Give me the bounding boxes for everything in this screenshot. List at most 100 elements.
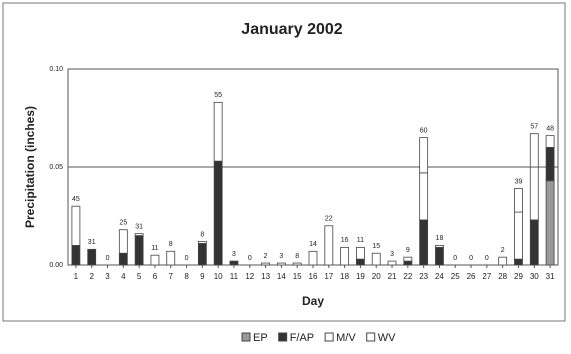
- x-tick-label: 6: [153, 272, 158, 281]
- bar-segment: [545, 146, 555, 182]
- x-tick-label: 30: [530, 272, 539, 281]
- bar-label: 14: [309, 241, 317, 248]
- bar-label: 2: [264, 253, 268, 260]
- x-tick-label: 12: [245, 272, 254, 281]
- bar-segment: [134, 233, 144, 236]
- x-tick-label: 8: [184, 272, 189, 281]
- bar-segment: [150, 254, 160, 266]
- x-tick-label: 23: [419, 272, 428, 281]
- bar-segment: [276, 262, 286, 266]
- bar-label: 0: [485, 255, 489, 262]
- bar-segment: [419, 172, 429, 221]
- x-tick-label: 20: [372, 272, 381, 281]
- bar-label: 57: [530, 124, 538, 131]
- legend-swatch: [278, 332, 288, 342]
- bar-label: 3: [232, 251, 236, 258]
- bar-segment: [340, 246, 350, 266]
- bar-label: 31: [135, 223, 143, 230]
- bar-segment: [324, 225, 334, 266]
- y-tick-label: 0.00: [49, 262, 63, 269]
- x-tick-label: 5: [137, 272, 142, 281]
- bar-segment: [387, 260, 397, 266]
- legend-swatch: [241, 332, 251, 342]
- bar-segment: [292, 262, 302, 266]
- bar-label: 0: [453, 255, 457, 262]
- bar-segment: [356, 246, 365, 260]
- x-tick-label: 16: [309, 272, 318, 281]
- x-tick-label: 21: [388, 272, 397, 281]
- x-tick-label: 17: [324, 272, 333, 281]
- bar-segment: [545, 135, 555, 148]
- bar-label: 3: [390, 251, 394, 258]
- bar-segment: [514, 188, 523, 213]
- bar-segment: [87, 248, 97, 266]
- bar-segment: [261, 262, 270, 266]
- y-axis-label: Precipitation (inches): [23, 106, 37, 228]
- bar-segment: [419, 219, 429, 266]
- x-tick-label: 31: [546, 272, 555, 281]
- bar-label: 31: [88, 239, 96, 246]
- x-tick-label: 25: [451, 272, 460, 281]
- bar-segment: [229, 260, 239, 266]
- bar-label: 25: [119, 220, 127, 227]
- bar-label: 18: [436, 235, 444, 242]
- bar-segment: [118, 252, 128, 266]
- bar-segment: [435, 244, 444, 248]
- bar-label: 0: [469, 255, 473, 262]
- bar-label: 9: [406, 247, 410, 254]
- bar-label: 0: [106, 255, 110, 262]
- legend-label: M/V: [336, 332, 356, 344]
- bar-segment: [529, 166, 539, 221]
- legend-swatch: [366, 332, 376, 342]
- bar-label: 8: [295, 253, 299, 260]
- bar-segment: [71, 244, 81, 266]
- bar-segment: [213, 160, 223, 266]
- bar-segment: [545, 180, 555, 266]
- x-axis-label: Day: [302, 294, 324, 308]
- bar-label: 45: [72, 196, 80, 203]
- bar-segment: [166, 250, 176, 266]
- legend-label: WV: [378, 332, 396, 344]
- bar-label: 2: [501, 247, 505, 254]
- bar-segment: [371, 252, 381, 266]
- bar-segment: [498, 256, 508, 266]
- bar-label: 8: [200, 231, 204, 238]
- x-tick-label: 11: [230, 272, 239, 281]
- x-tick-label: 24: [435, 272, 444, 281]
- bar-segment: [403, 256, 413, 262]
- x-tick-label: 3: [105, 272, 110, 281]
- chart-border: [2, 2, 566, 322]
- x-tick-label: 2: [89, 272, 94, 281]
- bar-label: 55: [214, 92, 222, 99]
- y-tick-label: 0.10: [49, 66, 63, 73]
- bar-label: 48: [546, 125, 554, 132]
- bar-label: 22: [325, 216, 333, 223]
- bar-segment: [134, 235, 144, 266]
- bar-label: 15: [372, 243, 380, 250]
- x-tick-label: 10: [214, 272, 223, 281]
- bar-segment: [514, 258, 523, 266]
- bar-segment: [197, 243, 207, 266]
- bar-label: 0: [185, 255, 189, 262]
- bar-segment: [118, 229, 128, 254]
- bar-segment: [435, 246, 444, 266]
- bar-segment: [71, 205, 81, 246]
- bar-label: 11: [151, 245, 158, 252]
- x-tick-label: 13: [261, 272, 270, 281]
- x-tick-label: 29: [514, 272, 523, 281]
- bar-segment: [514, 211, 523, 260]
- x-tick-label: 1: [74, 272, 79, 281]
- y-tick-label: 0.05: [49, 164, 63, 171]
- bar-segment: [308, 250, 318, 266]
- bar-label: 60: [420, 127, 428, 134]
- bar-segment: [213, 101, 223, 162]
- x-tick-label: 14: [277, 272, 286, 281]
- bar-segment: [529, 133, 539, 168]
- bar-label: 16: [341, 237, 349, 244]
- bar-label: 3: [279, 253, 283, 260]
- x-tick-label: 7: [169, 272, 174, 281]
- chart-title: January 2002: [241, 21, 343, 38]
- x-tick-label: 26: [467, 272, 476, 281]
- bar-label: 11: [357, 237, 364, 244]
